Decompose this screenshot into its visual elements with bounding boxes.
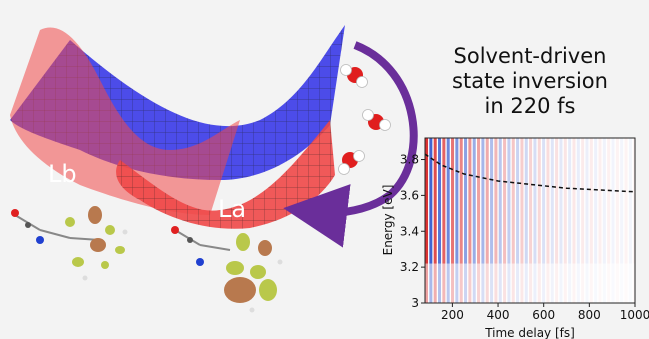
orbital-molecule-la [171,226,283,313]
heatmap-stripe [485,138,489,303]
water-molecule-icon [340,64,368,88]
heatmap-stripe [459,138,463,303]
heatmap-stripe [477,138,481,303]
heatmap-stripe [633,138,635,303]
y-axis-ticks: 3 3.2 3.4 3.6 3.8 [400,153,425,310]
heatmap-stripe [464,138,468,303]
heatmap-stripe [511,138,515,303]
title-line-1: Solvent-driven [453,44,607,68]
heatmap-stripe [594,138,598,303]
heatmap-stripe [503,138,507,303]
heatmap-stripe [472,138,476,303]
heatmap-stripe [438,138,442,303]
heatmap-stripe [607,138,611,303]
red-surface-grid [116,120,335,229]
heatmap-stripe [507,138,511,303]
heatmap-stripe [602,138,606,303]
heatmap-stripe [481,138,485,303]
x-tick-label: 600 [532,308,555,322]
x-axis-ticks: 200 400 600 800 1000 [441,303,649,322]
heatmap-stripe [490,138,494,303]
heatmap-stripe [468,138,472,303]
heatmap-stripe [620,138,624,303]
heatmap-stripe [550,138,554,303]
heatmap-stripe [576,138,580,303]
heatmap-chart: 200 400 600 800 1000 3 3.2 3.4 3.6 3.8 Time dela… [381,137,649,339]
surface-label-lb: Lb [48,160,77,188]
water-molecule-icon [362,109,391,131]
heatmap-stripe [628,138,632,303]
heatmap-stripe [451,138,455,303]
heatmap-stripe [498,138,502,303]
plot-frame [424,137,636,304]
heatmap-stripe [611,138,615,303]
heatmap-stripe [446,138,450,303]
red-surface-back [10,27,240,215]
heatmap-fade [425,263,635,303]
potential-energy-surfaces [10,25,345,229]
heatmap-stripe [542,138,546,303]
heatmap-stripe [546,138,550,303]
heatmap-stripe [559,138,563,303]
title-line-3: in 220 fs [484,94,576,118]
heatmap-stripe [581,138,585,303]
heatmap-stripe [433,138,437,303]
dashed-curve [425,153,635,193]
x-tick-label: 800 [578,308,601,322]
heatmap-stripe [425,138,429,303]
heatmap-stripe [555,138,559,303]
y-axis-label: Energy [eV] [381,185,395,256]
y-tick-label: 3.2 [400,260,419,274]
heatmap-stripe [615,138,619,303]
curved-arrow-icon [283,41,418,248]
y-tick-label: 3.4 [400,224,419,238]
heatmap-stripe [524,138,528,303]
heatmap-stripe [537,138,541,303]
heatmap-stripe [624,138,628,303]
heatmap-stripe [442,138,446,303]
x-axis-label: Time delay [fs] [484,326,575,339]
heatmap-stripe [598,138,602,303]
heatmap-stripe [589,138,593,303]
orbital-molecule-lb [11,206,128,281]
heatmap-stripe [516,138,520,303]
water-molecule-icon [338,150,365,175]
heatmap-stripe [572,138,576,303]
x-tick-label: 200 [441,308,464,322]
heatmap-stripe [585,138,589,303]
title-line-2: state inversion [452,69,608,93]
y-tick-label: 3.6 [400,188,419,202]
heatmap-stripe [429,138,433,303]
heatmap-stripe [494,138,498,303]
heatmap-stripe [520,138,524,303]
x-tick-label: 1000 [620,308,649,322]
heatmap-stripe [533,138,537,303]
heatmap-stripe [529,138,533,303]
heatmap-stripe [563,138,567,303]
x-tick-label: 400 [487,308,510,322]
y-tick-label: 3.8 [400,153,419,167]
y-tick-label: 3 [411,296,419,310]
surface-label-la: La [218,195,247,223]
heatmap-stripe [568,138,572,303]
heatmap-stripe [455,138,459,303]
heatmap-stripes [425,138,635,303]
